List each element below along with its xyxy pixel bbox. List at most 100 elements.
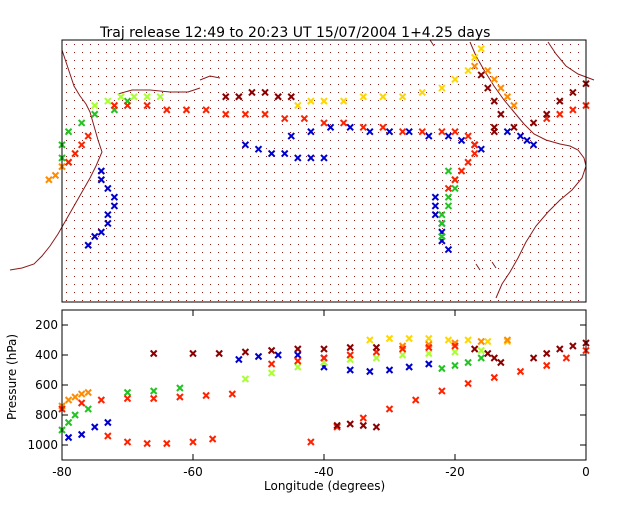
grid-dot bbox=[538, 124, 539, 125]
grid-dot bbox=[258, 244, 259, 245]
grid-dot bbox=[386, 180, 387, 181]
grid-dot bbox=[290, 252, 291, 253]
grid-dot bbox=[370, 92, 371, 93]
map-grid-dots bbox=[66, 44, 579, 301]
grid-dot bbox=[434, 44, 435, 45]
grid-dot bbox=[362, 284, 363, 285]
grid-dot bbox=[538, 220, 539, 221]
grid-dot bbox=[226, 204, 227, 205]
grid-dot bbox=[282, 100, 283, 101]
grid-dot bbox=[482, 44, 483, 45]
grid-dot bbox=[402, 92, 403, 93]
grid-dot bbox=[106, 252, 107, 253]
grid-dot bbox=[370, 148, 371, 149]
grid-dot bbox=[90, 236, 91, 237]
grid-dot bbox=[378, 44, 379, 45]
grid-dot bbox=[186, 76, 187, 77]
grid-dot bbox=[554, 260, 555, 261]
grid-dot bbox=[482, 180, 483, 181]
grid-dot bbox=[522, 204, 523, 205]
map-trajectory-point bbox=[438, 232, 446, 241]
grid-dot bbox=[434, 236, 435, 237]
grid-dot bbox=[226, 228, 227, 229]
grid-dot bbox=[242, 204, 243, 205]
grid-dot bbox=[82, 156, 83, 157]
grid-dot bbox=[554, 108, 555, 109]
grid-dot bbox=[554, 156, 555, 157]
grid-dot bbox=[282, 276, 283, 277]
grid-dot bbox=[114, 284, 115, 285]
profile-trajectory-point bbox=[64, 396, 73, 404]
grid-dot bbox=[378, 300, 379, 301]
grid-dot bbox=[314, 244, 315, 245]
profile-trajectory-point bbox=[189, 349, 197, 358]
grid-dot bbox=[466, 76, 467, 77]
grid-dot bbox=[410, 52, 411, 53]
grid-dot bbox=[402, 68, 403, 69]
profile-trajectory-point bbox=[425, 349, 433, 358]
y-tick-label: 1000 bbox=[27, 438, 58, 452]
grid-dot bbox=[490, 84, 491, 85]
grid-dot bbox=[146, 276, 147, 277]
grid-dot bbox=[218, 84, 219, 85]
grid-dot bbox=[250, 188, 251, 189]
grid-dot bbox=[554, 68, 555, 69]
grid-dot bbox=[194, 44, 195, 45]
grid-dot bbox=[570, 44, 571, 45]
grid-dot bbox=[146, 100, 147, 101]
grid-dot bbox=[474, 260, 475, 261]
grid-dot bbox=[426, 300, 427, 301]
grid-dot bbox=[578, 188, 579, 189]
grid-dot bbox=[434, 124, 435, 125]
grid-dot bbox=[74, 76, 75, 77]
grid-dot bbox=[498, 172, 499, 173]
grid-dot bbox=[338, 204, 339, 205]
grid-dot bbox=[338, 292, 339, 293]
grid-dot bbox=[122, 76, 123, 77]
grid-dot bbox=[314, 180, 315, 181]
grid-dot bbox=[298, 132, 299, 133]
grid-dot bbox=[506, 76, 507, 77]
grid-dot bbox=[290, 228, 291, 229]
grid-dot bbox=[106, 268, 107, 269]
grid-dot bbox=[562, 260, 563, 261]
grid-dot bbox=[354, 236, 355, 237]
map-trajectory-point bbox=[267, 149, 276, 158]
grid-dot bbox=[330, 76, 331, 77]
grid-dot bbox=[346, 148, 347, 149]
grid-dot bbox=[378, 60, 379, 61]
grid-dot bbox=[570, 172, 571, 173]
grid-dot bbox=[354, 252, 355, 253]
grid-dot bbox=[266, 300, 267, 301]
grid-dot bbox=[74, 108, 75, 109]
grid-dot bbox=[90, 52, 91, 53]
grid-dot bbox=[562, 276, 563, 277]
grid-dot bbox=[298, 108, 299, 109]
grid-dot bbox=[570, 60, 571, 61]
map-trajectory-point bbox=[110, 193, 119, 201]
grid-dot bbox=[114, 164, 115, 165]
grid-dot bbox=[90, 68, 91, 69]
grid-dot bbox=[74, 60, 75, 61]
grid-dot bbox=[258, 116, 259, 117]
grid-dot bbox=[394, 220, 395, 221]
grid-dot bbox=[202, 76, 203, 77]
grid-dot bbox=[274, 220, 275, 221]
grid-dot bbox=[330, 132, 331, 133]
grid-dot bbox=[106, 284, 107, 285]
grid-dot bbox=[442, 180, 443, 181]
grid-dot bbox=[490, 244, 491, 245]
grid-dot bbox=[394, 148, 395, 149]
grid-dot bbox=[330, 228, 331, 229]
profile-trajectory-point bbox=[366, 336, 374, 344]
grid-dot bbox=[394, 116, 395, 117]
profile-trajectory-point bbox=[64, 418, 73, 427]
grid-dot bbox=[386, 188, 387, 189]
map-trajectory-point bbox=[97, 167, 106, 175]
grid-dot bbox=[514, 68, 515, 69]
grid-dot bbox=[346, 212, 347, 213]
grid-dot bbox=[522, 292, 523, 293]
grid-dot bbox=[522, 124, 523, 125]
grid-dot bbox=[186, 204, 187, 205]
map-trajectory-point bbox=[464, 132, 472, 140]
